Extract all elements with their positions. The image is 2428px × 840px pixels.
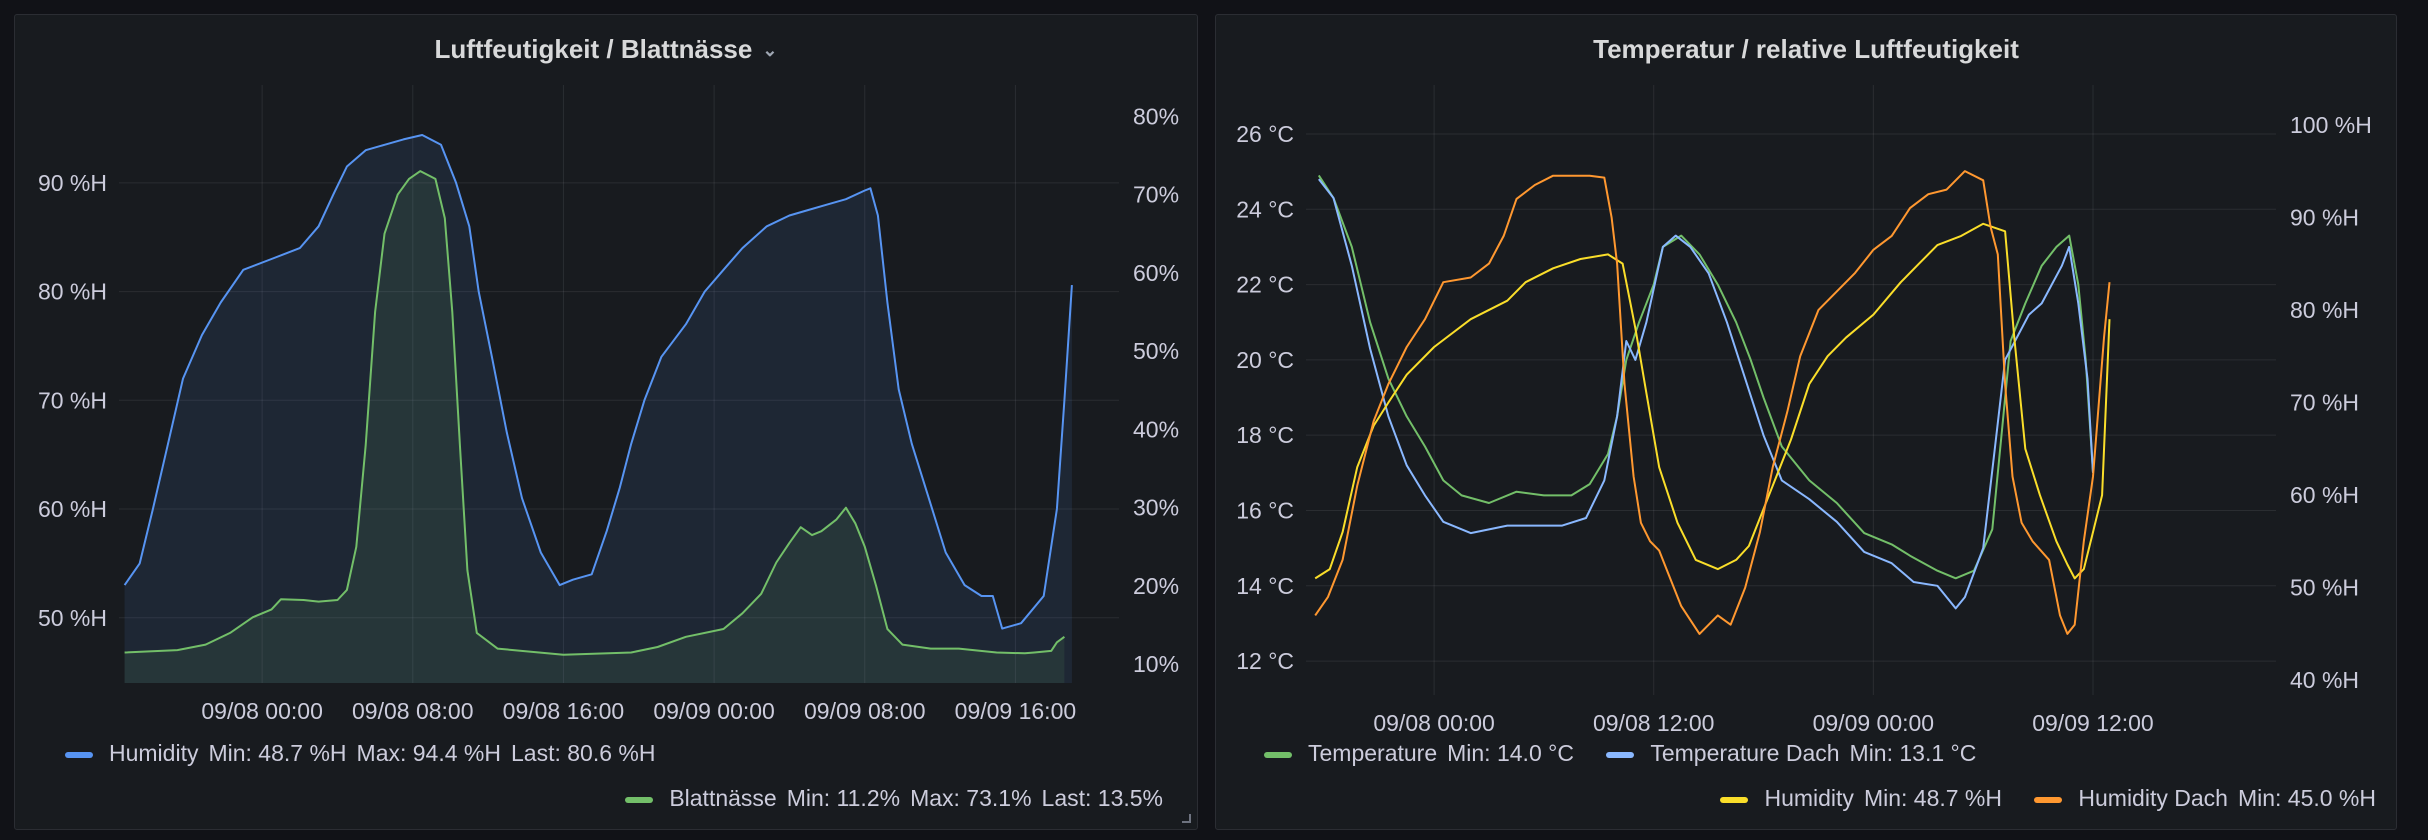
x-tick-label: 09/09 16:00 [955, 698, 1077, 724]
y-tick-label-right: 60 %H [2290, 482, 2359, 508]
y-tick-label-right: 70 %H [2290, 389, 2359, 415]
panel-humidity-leaf-wetness: Luftfeutigkeit / Blattnässe ⌄ 09/08 00:00… [14, 14, 1198, 830]
y-tick-label-left: 26 °C [1236, 121, 1294, 147]
legend-label: Humidity [109, 740, 199, 766]
y-tick-label-left: 90 %H [38, 170, 107, 196]
legend-item-temperature-dach[interactable]: Temperature Dach Min: 13.1 °C [1606, 738, 1976, 768]
legend-swatch [1720, 796, 1749, 803]
y-tick-label-left: 12 °C [1236, 648, 1294, 674]
y-tick-label-left: 22 °C [1236, 272, 1294, 298]
x-tick-label: 09/08 16:00 [503, 698, 625, 724]
x-tick-label: 09/08 00:00 [1373, 710, 1495, 736]
y-tick-label-right: 30% [1133, 495, 1179, 521]
legend-label: Humidity Dach [2078, 785, 2228, 811]
series-line-humidity [1314, 222, 2111, 580]
y-tick-label-right: 80% [1133, 103, 1179, 129]
legend-stat-min: Min: 48.7 %H [1863, 785, 2002, 811]
area-fill-blattn-sse [124, 171, 1065, 683]
legend-stat-last: Last: 80.6 %H [510, 740, 656, 766]
legend-row: Blattnässe Min: 11.2% Max: 73.1% Last: 13.5… [625, 783, 1163, 813]
y-tick-label-right: 50% [1133, 338, 1179, 364]
y-tick-label-right: 60% [1133, 260, 1179, 286]
y-tick-label-left: 60 %H [38, 496, 107, 522]
legend-row: Temperature Min: 14.0 °C Temperature Dach… [1264, 738, 2002, 768]
y-tick-label-right: 100 %H [2290, 112, 2372, 138]
x-tick-label: 09/09 00:00 [1813, 710, 1935, 736]
chevron-down-icon[interactable]: ⌄ [762, 40, 778, 60]
x-tick-label: 09/08 12:00 [1593, 710, 1715, 736]
legend-swatch [625, 796, 654, 803]
y-tick-label-left: 14 °C [1236, 573, 1294, 599]
legend-stat-last: Last: 13.5% [1041, 785, 1163, 811]
legend-stat-min: Min: 14.0 °C [1447, 740, 1574, 766]
legend-stat-min: Min: 11.2% [786, 785, 901, 811]
legend-swatch [65, 751, 93, 758]
legend-row: Humidity Min: 48.7 %H Humidity Dach Min: 4… [1720, 783, 2376, 813]
y-tick-label-left: 50 %H [38, 605, 107, 631]
y-tick-label-right: 70% [1133, 182, 1179, 208]
y-tick-label-left: 80 %H [38, 279, 107, 305]
area-fill-humidity [124, 135, 1072, 683]
y-tick-label-right: 40 %H [2290, 667, 2359, 693]
legend-label: Temperature [1308, 740, 1438, 766]
x-tick-label: 09/08 08:00 [352, 698, 474, 724]
series-line-humidity [123, 134, 1073, 630]
y-tick-label-left: 20 °C [1236, 347, 1294, 373]
x-tick-label: 09/09 12:00 [2032, 710, 2154, 736]
panel-title[interactable]: Luftfeutigkeit / Blattnässe ⌄ [15, 33, 1197, 66]
legend-item-humidity[interactable]: Humidity Min: 48.7 %H [1720, 783, 2002, 813]
panel-title-text: Luftfeutigkeit / Blattnässe [434, 34, 753, 64]
y-tick-label-right: 80 %H [2290, 297, 2359, 323]
x-tick-label: 09/09 00:00 [653, 698, 775, 724]
legend-item-temperature[interactable]: Temperature Min: 14.0 °C [1264, 738, 1574, 768]
x-tick-label: 09/09 08:00 [804, 698, 926, 724]
legend-swatch [1606, 751, 1635, 758]
panel-title-text: Temperatur / relative Luftfeutigkeit [1593, 34, 2019, 64]
series-line-temperature-dach [1318, 178, 2094, 610]
y-tick-label-right: 10% [1133, 651, 1179, 677]
legend-stat-min: Min: 45.0 %H [2237, 785, 2376, 811]
legend-label: Blattnässe [669, 785, 777, 811]
legend-item-humidity-dach[interactable]: Humidity Dach Min: 45.0 %H [2034, 783, 2376, 813]
series-line-temperature [1317, 174, 2094, 580]
y-tick-label-right: 40% [1133, 416, 1179, 442]
y-tick-label-left: 18 °C [1236, 422, 1294, 448]
y-tick-label-left: 70 %H [38, 387, 107, 413]
x-tick-label: 09/08 00:00 [201, 698, 323, 724]
legend-stat-min: Min: 48.7 %H [208, 740, 347, 766]
series-line-humidity-dach [1314, 170, 2111, 635]
y-tick-label-right: 50 %H [2290, 575, 2359, 601]
legend-item-humidity[interactable]: Humidity Min: 48.7 %H Max: 94.4 %H Last: 80… [65, 738, 655, 768]
temperature-chart: 09/08 00:00 09/08 12:00 09/09 00:00 09/09 1… [1236, 85, 2372, 736]
humidity-chart: 09/08 00:00 09/08 08:00 09/08 16:00 09/09 0… [38, 85, 1179, 724]
legend-row: Humidity Min: 48.7 %H Max: 94.4 %H Last: 80… [65, 738, 681, 768]
legend-swatch [1264, 751, 1292, 758]
y-tick-label-left: 24 °C [1236, 196, 1294, 222]
legend-stat-max: Max: 94.4 %H [356, 740, 501, 766]
resize-handle-icon[interactable] [1179, 811, 1191, 823]
legend-label: Humidity [1764, 785, 1854, 811]
y-tick-label-right: 90 %H [2290, 204, 2359, 230]
panel-title[interactable]: Temperatur / relative Luftfeutigkeit [1216, 33, 2396, 65]
legend-stat-min: Min: 13.1 °C [1849, 740, 1977, 766]
y-tick-label-left: 16 °C [1236, 497, 1294, 523]
legend-stat-max: Max: 73.1% [910, 785, 1032, 811]
legend-item-blattnaesse[interactable]: Blattnässe Min: 11.2% Max: 73.1% Last: 13.5… [625, 783, 1163, 813]
y-tick-label-right: 20% [1133, 573, 1179, 599]
panel-temperature-humidity: Temperatur / relative Luftfeutigkeit 09/… [1215, 14, 2397, 830]
legend-label: Temperature Dach [1650, 740, 1840, 766]
series-line-blattn-sse [124, 170, 1065, 656]
legend-swatch [2034, 796, 2063, 803]
